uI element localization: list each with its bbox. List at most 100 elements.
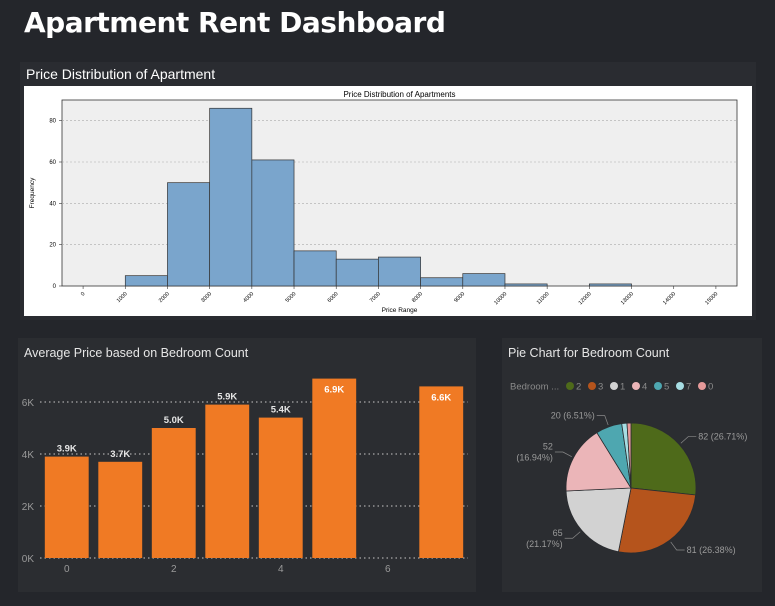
histogram-xtick-label: 15000 (704, 291, 719, 306)
pie-slice (565, 432, 632, 492)
pie-data-label: 81 (26.38%) (687, 545, 736, 555)
histogram-xtick-label: 14000 (662, 291, 677, 306)
avg-price-data-label: 5.9K (217, 392, 237, 403)
pie-data-label: 82 (26.71%) (698, 432, 747, 442)
histogram-bar (335, 258, 379, 287)
histogram-xtick-label: 7000 (369, 291, 382, 304)
pie-legend-label: 5 (664, 382, 669, 393)
pie-data-label: 52 (543, 442, 553, 452)
pie-legend-label: 1 (620, 382, 625, 393)
histogram-ytick-label: 40 (49, 201, 56, 207)
avg-price-data-label: 3.7K (110, 449, 130, 460)
pie-legend-label: 7 (686, 382, 691, 393)
bar-ytick-label: 2K (22, 502, 35, 513)
page-title: Apartment Rent Dashboard (24, 6, 446, 39)
avg-price-bar (312, 378, 357, 558)
bar-xtick-label: 6 (385, 564, 391, 575)
histogram-ytick-label: 60 (49, 160, 56, 166)
histogram-bar (462, 273, 506, 287)
histogram-chart: Price Distribution of Apartments 0 20 40 60 8… (29, 90, 738, 314)
histogram-xtick-label: 3000 (200, 291, 213, 304)
avg-price-data-label: 3.9K (57, 444, 77, 455)
pie-data-label: 20 (6.51%) (551, 411, 595, 421)
histogram-panel-title: Price Distribution of Apartment (26, 66, 216, 82)
pie-data-label: (21.17%) (526, 539, 563, 549)
pie-legend-swatch (610, 382, 618, 390)
avg-price-bar (98, 461, 143, 558)
avg-price-panel-title: Average Price based on Bedroom Count (24, 346, 249, 360)
histogram-bar (251, 159, 295, 287)
pie-leader-line (670, 541, 685, 551)
histogram-bar (420, 277, 464, 287)
histogram-xtick-label: 1000 (116, 291, 129, 304)
pie-slice (630, 422, 697, 496)
pie-leader-line (564, 531, 581, 539)
pie-legend-label: 3 (598, 382, 603, 393)
avg-price-bar (258, 417, 303, 558)
histogram-xtick-label: 12000 (578, 291, 593, 306)
avg-price-data-label: 5.4K (271, 405, 291, 416)
histogram-image: Price Distribution of Apartments 0 20 40 60 8… (24, 86, 752, 316)
pie-legend-swatch (588, 382, 596, 390)
avg-price-data-label: 6.9K (324, 385, 344, 396)
avg-price-data-label: 6.6K (431, 392, 451, 403)
avg-price-chart: 0K 2K 4K 6K 3.9K 3.7K 5.0K 5.9K 5.4K 6.9K 6.6K 0 2 4 6 (22, 378, 468, 575)
histogram-bar (588, 283, 632, 287)
histogram-xtick-label: 8000 (411, 291, 424, 304)
bar-xtick-label: 0 (64, 564, 70, 575)
pie-legend-swatch (698, 382, 706, 390)
histogram-xtick-label: 0 (80, 291, 86, 297)
histogram-panel[interactable]: Price Distribution of Apartment Price Di… (20, 62, 756, 320)
histogram-title: Price Distribution of Apartments (343, 90, 455, 99)
histogram-bar (124, 275, 168, 287)
pie-legend-label: 4 (642, 382, 647, 393)
histogram-bar (504, 283, 548, 287)
bar-ytick-label: 6K (22, 398, 35, 409)
histogram-xtick-label: 11000 (536, 291, 551, 306)
histogram-xtick-label: 13000 (620, 291, 635, 306)
bar-ytick-label: 4K (22, 450, 35, 461)
avg-price-panel[interactable]: Average Price based on Bedroom Count 0K 2… (18, 338, 476, 592)
histogram-xtick-label: 6000 (327, 291, 340, 304)
histogram-xtick-label: 4000 (242, 291, 255, 304)
pie-leader-line (554, 451, 572, 458)
histogram-bar (293, 250, 337, 287)
avg-price-data-label: 5.0K (164, 415, 184, 426)
pie-slice (565, 487, 632, 553)
histogram-ytick-label: 0 (53, 284, 57, 290)
pie-legend-label: 2 (576, 382, 581, 393)
pie-leader-line (680, 436, 697, 444)
histogram-ylabel: Frequency (29, 177, 36, 208)
bar-xtick-label: 2 (171, 564, 177, 575)
bar-xtick-label: 4 (278, 564, 284, 575)
histogram-xtick-label: 2000 (158, 291, 171, 304)
pie-legend-label: 0 (708, 382, 713, 393)
histogram-bar (209, 107, 253, 287)
pie-legend-swatch (654, 382, 662, 390)
histogram-xlabel: Price Range (382, 307, 418, 314)
histogram-ytick-label: 20 (49, 243, 56, 249)
histogram-xtick-label: 10000 (493, 291, 508, 306)
pie-panel-title: Pie Chart for Bedroom Count (508, 346, 670, 360)
avg-price-bar (151, 428, 196, 558)
bedroom-pie-chart: Bedroom ... 2 3 1 4 5 7 0 82 (26.71%) 81 (26.38%)… (510, 382, 747, 556)
histogram-xtick-label: 9000 (453, 291, 466, 304)
bar-ytick-label: 0K (22, 554, 35, 565)
histogram-bar (167, 182, 211, 287)
histogram-ytick-label: 80 (49, 119, 56, 125)
pie-legend-swatch (566, 382, 574, 390)
pie-slice (626, 422, 632, 489)
pie-legend-swatch (676, 382, 684, 390)
avg-price-bar (205, 404, 250, 558)
avg-price-bar (44, 456, 89, 558)
histogram-xtick-label: 5000 (285, 291, 298, 304)
pie-slice (617, 487, 697, 554)
bedroom-pie-panel[interactable]: Pie Chart for Bedroom Count Bedroom ... 2… (502, 338, 762, 592)
pie-legend-swatch (632, 382, 640, 390)
pie-leader-line (596, 415, 609, 426)
avg-price-bar (419, 386, 464, 558)
histogram-bar (378, 256, 421, 287)
pie-data-label: 65 (553, 528, 563, 538)
pie-legend-title: Bedroom ... (510, 382, 559, 393)
pie-data-label: (16.94%) (516, 453, 553, 463)
